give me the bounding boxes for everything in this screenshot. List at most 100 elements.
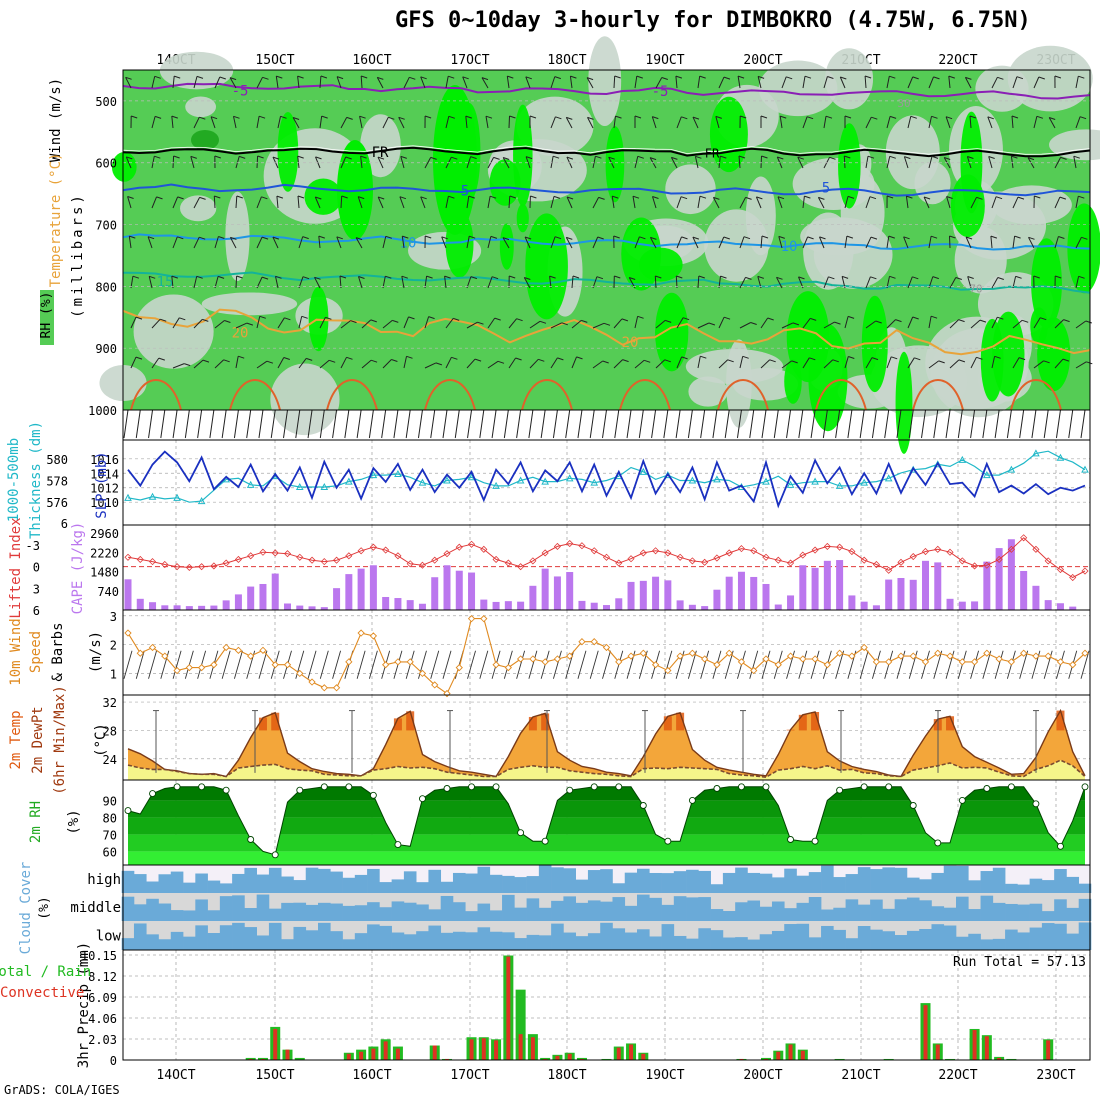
wind-barb-flag: [889, 155, 896, 159]
cloud-cover-bar: [452, 931, 466, 950]
wind-barb-flag: [474, 358, 482, 362]
wind-barb: [357, 196, 363, 209]
cloud-cover-bar: [894, 935, 908, 950]
surface-wind-barb: [332, 409, 338, 439]
thickness-marker: [173, 493, 181, 501]
rh-low-humidity-region: [792, 157, 875, 210]
wind-barb: [377, 156, 384, 169]
rh-marker: [836, 786, 844, 794]
cloud-cover-bar: [722, 937, 736, 950]
rh-low-humidity-region: [360, 114, 401, 178]
cloud-cover-bar: [502, 932, 515, 950]
isoline-label: -5: [652, 84, 669, 100]
rh-marker: [468, 783, 475, 791]
cape-bar: [296, 605, 304, 610]
wind-barb-flag: [597, 236, 604, 240]
wind-barb: [445, 357, 452, 369]
cape-bar: [149, 602, 157, 610]
cape-bar: [836, 560, 844, 610]
rh-low-humidity-region: [745, 176, 776, 256]
wind-speed-marker: [811, 655, 819, 663]
precip-label-group: 3hr Precip (mm): [76, 942, 92, 1068]
cape-bar: [541, 568, 549, 610]
surface-wind-barb: [970, 409, 976, 439]
surface-wind-barb: [859, 409, 865, 439]
wind-barb-flag: [745, 276, 752, 280]
wind-barb: [339, 275, 342, 289]
wind-barb: [1033, 76, 1040, 89]
wind-barb: [524, 236, 531, 249]
wind-barb: [823, 321, 835, 329]
cloud-cover-bar: [538, 907, 552, 921]
wind-barb: [550, 156, 554, 169]
cloud-cover-bar: [219, 925, 233, 950]
rh-axis-label: 2m RH: [28, 801, 44, 843]
surface-wind-barb: [221, 409, 227, 439]
wind-barb-flag: [190, 155, 197, 159]
wind-barb-flag: [549, 275, 556, 279]
wind-barb-flag: [1034, 195, 1041, 199]
wind-barb-flag: [806, 116, 814, 120]
wind-barb-flag: [1055, 275, 1062, 279]
cloud-cover-bar: [502, 875, 515, 893]
x-tick-label-bottom: 15OCT: [255, 1068, 294, 1083]
wind-barb: [256, 316, 261, 329]
slp-axis-label: SLP (mb): [94, 451, 110, 518]
cape-bar: [394, 598, 402, 610]
wind-barb: [886, 319, 896, 329]
cloud-cover-bar: [661, 904, 675, 921]
surface-wind-barb: [933, 409, 939, 439]
wind-barb-flag: [598, 196, 605, 200]
cloud-cover-bar: [735, 902, 748, 921]
wind-barb-flag: [636, 75, 643, 79]
wind-barb-flag: [497, 360, 505, 364]
lifted-index-marker: [848, 547, 856, 556]
temperature-axis-label: Temperature (°C): [48, 153, 64, 288]
surface-wind-barb: [467, 409, 473, 439]
lifted-index-marker: [234, 555, 242, 564]
wind-barb-flag: [515, 357, 522, 361]
wind-barb-flag: [370, 319, 377, 323]
cloud-cover-bar: [673, 896, 687, 921]
wind-barb: [297, 156, 300, 169]
wind-barb: [779, 116, 783, 129]
cloud-cover-bar: [281, 902, 294, 921]
wind-barb-flag: [720, 275, 727, 279]
wind-barb: [987, 116, 993, 129]
rh-high-humidity-region: [304, 178, 343, 215]
wind-speed-marker: [345, 658, 353, 666]
wind-barb: [214, 236, 219, 249]
wind-barb-flag: [406, 355, 413, 359]
wind-barb: [340, 357, 347, 369]
wind-barb-flag: [930, 315, 938, 319]
wind-barb-flag: [886, 195, 894, 199]
cloud-cover-bar: [759, 873, 773, 893]
wind-barb-flag: [314, 276, 321, 280]
cape-bar: [922, 560, 929, 610]
wind-barb-flag: [914, 357, 921, 361]
wind-barb: [718, 156, 721, 169]
wind-barb: [318, 236, 321, 249]
wind-barb: [654, 275, 657, 289]
wind-barb-flag: [147, 236, 155, 240]
wind-barb: [592, 236, 599, 249]
wind-barb: [502, 237, 510, 249]
cloud-cover-bar: [158, 903, 172, 921]
thickness-marker: [443, 476, 451, 484]
thickness-marker: [246, 480, 255, 488]
wind-barb: [1012, 196, 1019, 209]
wind-barb-flag: [1058, 236, 1065, 239]
surface-wind-barb: [736, 409, 742, 439]
surface-wind-barb: [577, 409, 583, 439]
wind-barb-flag: [524, 236, 532, 240]
cloud-cover-bar: [379, 925, 392, 950]
wind-barb-flag: [524, 277, 531, 280]
wind-barb: [694, 156, 699, 169]
wind-barb-flag: [889, 275, 896, 279]
lifted-index-marker: [259, 548, 267, 556]
cape-bar: [627, 581, 635, 610]
wind-barb: [403, 356, 407, 369]
surface-wind-barb: [700, 650, 710, 679]
upper-axis-label-group: Wind (m/s)Temperature (°C): [48, 78, 64, 288]
wind-barb-flag: [665, 319, 672, 323]
